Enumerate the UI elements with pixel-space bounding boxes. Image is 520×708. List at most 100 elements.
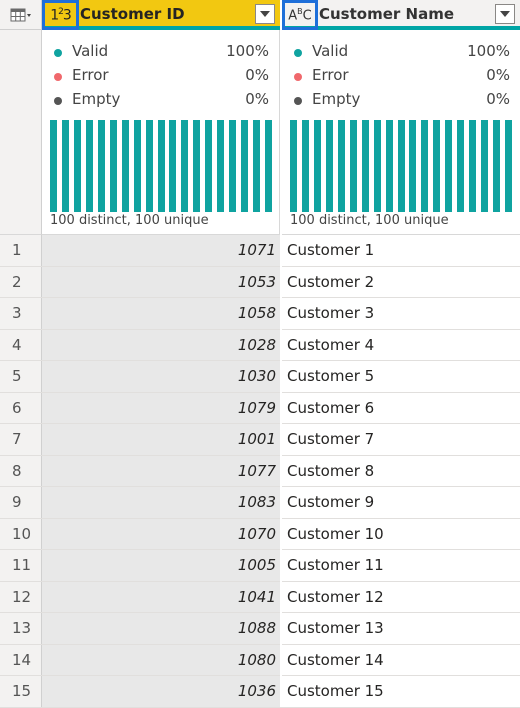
distribution-bar	[385, 120, 393, 212]
table-row[interactable]: 12 1041 Customer 12	[0, 581, 520, 613]
value-distribution-chart[interactable]	[290, 120, 512, 212]
distribution-bar	[290, 120, 297, 212]
column-name: Customer Name	[319, 5, 454, 23]
cell-customer-id[interactable]: 1005	[42, 550, 280, 581]
row-number[interactable]: 8	[0, 455, 42, 486]
distinct-count-text: 100 distinct, 100 unique	[290, 213, 449, 228]
cell-customer-name[interactable]: Customer 12	[287, 587, 384, 606]
row-number[interactable]: 4	[0, 329, 42, 360]
cell-customer-id[interactable]: 1070	[42, 518, 280, 549]
table-row[interactable]: 10 1070 Customer 10	[0, 518, 520, 550]
row-number[interactable]: 15	[0, 676, 42, 707]
distribution-bar	[217, 120, 225, 212]
table-row[interactable]: 2 1053 Customer 2	[0, 266, 520, 298]
distribution-bar	[361, 120, 369, 212]
cell-customer-id[interactable]: 1041	[42, 581, 280, 612]
row-number[interactable]: 13	[0, 613, 42, 644]
cell-customer-name[interactable]: Customer 8	[287, 461, 375, 480]
table-row[interactable]: 11 1005 Customer 11	[0, 550, 520, 582]
table-menu-button[interactable]	[0, 0, 42, 30]
row-number[interactable]: 14	[0, 644, 42, 675]
cell-customer-id[interactable]: 1080	[42, 644, 280, 675]
chevron-down-icon	[500, 11, 510, 17]
distribution-bar	[505, 120, 512, 212]
row-number[interactable]: 1	[0, 235, 42, 266]
distribution-bar	[301, 120, 309, 212]
cell-customer-id[interactable]: 1028	[42, 329, 280, 360]
value-distribution-chart[interactable]	[50, 120, 272, 212]
cell-customer-name[interactable]: Customer 6	[287, 398, 375, 417]
table-row[interactable]: 7 1001 Customer 7	[0, 424, 520, 456]
column-quality-profile[interactable]: Valid 100% Error 0% Empty 0% 100 distinc…	[42, 30, 280, 235]
distribution-bar	[481, 120, 489, 212]
cell-customer-id[interactable]: 1030	[42, 361, 280, 392]
distribution-bar	[373, 120, 381, 212]
row-number[interactable]: 12	[0, 581, 42, 612]
cell-customer-name[interactable]: Customer 9	[287, 493, 375, 511]
cell-customer-id[interactable]: 1083	[42, 487, 280, 518]
row-number[interactable]: 10	[0, 518, 42, 549]
cell-customer-id[interactable]: 1077	[42, 455, 280, 486]
cell-customer-id[interactable]: 1071	[42, 235, 280, 266]
empty-dot-icon	[54, 97, 62, 105]
cell-customer-name[interactable]: Customer 4	[287, 335, 375, 354]
distribution-bar	[313, 120, 321, 212]
column-type-button-text[interactable]: ABC	[282, 0, 318, 30]
column-header-customer-name[interactable]: ABC Customer Name	[282, 0, 520, 30]
row-number[interactable]: 7	[0, 424, 42, 455]
cell-customer-name[interactable]: Customer 15	[287, 682, 384, 700]
distribution-bar	[181, 120, 189, 212]
cell-customer-name[interactable]: Customer 5	[287, 367, 375, 385]
cell-customer-id[interactable]: 1079	[42, 392, 280, 423]
column-filter-dropdown[interactable]	[495, 4, 515, 24]
distribution-bar	[97, 120, 105, 212]
cell-customer-name[interactable]: Customer 2	[287, 272, 375, 291]
table-row[interactable]: 1 1071 Customer 1	[0, 235, 520, 267]
distribution-bar	[409, 120, 417, 212]
cell-customer-id[interactable]: 1036	[42, 676, 280, 707]
table-row[interactable]: 13 1088 Customer 13	[0, 613, 520, 645]
table-row[interactable]: 5 1030 Customer 5	[0, 361, 520, 393]
distribution-bar	[469, 120, 477, 212]
cell-customer-id[interactable]: 1001	[42, 424, 280, 455]
table-row[interactable]: 4 1028 Customer 4	[0, 329, 520, 361]
column-header-customer-id[interactable]: 123 Customer ID	[42, 0, 280, 30]
row-number[interactable]: 2	[0, 266, 42, 297]
cell-customer-id[interactable]: 1053	[42, 266, 280, 297]
cell-customer-name[interactable]: Customer 3	[287, 304, 375, 322]
table-row[interactable]: 3 1058 Customer 3	[0, 298, 520, 330]
row-number[interactable]: 11	[0, 550, 42, 581]
cell-customer-name[interactable]: Customer 14	[287, 650, 384, 669]
table-row[interactable]: 9 1083 Customer 9	[0, 487, 520, 519]
column-type-button-whole-number[interactable]: 123	[42, 0, 79, 30]
distribution-bar	[133, 120, 141, 212]
empty-dot-icon	[294, 97, 302, 105]
cell-customer-name[interactable]: Customer 7	[287, 430, 375, 448]
table-row[interactable]: 15 1036 Customer 15	[0, 676, 520, 708]
cell-customer-id[interactable]: 1058	[42, 298, 280, 329]
distribution-bar	[73, 120, 81, 212]
error-dot-icon	[54, 73, 62, 81]
distribution-bar	[493, 120, 501, 212]
column-quality-profile[interactable]: Valid 100% Error 0% Empty 0% 100 distinc…	[282, 30, 520, 235]
distribution-bar	[157, 120, 165, 212]
row-number[interactable]: 5	[0, 361, 42, 392]
distribution-bar	[229, 120, 237, 212]
distribution-bar	[85, 120, 93, 212]
cell-customer-name[interactable]: Customer 13	[287, 619, 384, 637]
cell-customer-id[interactable]: 1088	[42, 613, 280, 644]
error-dot-icon	[294, 73, 302, 81]
row-number[interactable]: 3	[0, 298, 42, 329]
column-filter-dropdown[interactable]	[255, 4, 275, 24]
cell-customer-name[interactable]: Customer 11	[287, 556, 384, 574]
cell-customer-name[interactable]: Customer 1	[287, 241, 375, 259]
row-number[interactable]: 9	[0, 487, 42, 518]
row-number[interactable]: 6	[0, 392, 42, 423]
table-row[interactable]: 8 1077 Customer 8	[0, 455, 520, 487]
table-row[interactable]: 6 1079 Customer 6	[0, 392, 520, 424]
profile-gutter	[0, 30, 42, 235]
table-row[interactable]: 14 1080 Customer 14	[0, 644, 520, 676]
distribution-bar	[193, 120, 201, 212]
distribution-bar	[433, 120, 441, 212]
cell-customer-name[interactable]: Customer 10	[287, 524, 384, 543]
